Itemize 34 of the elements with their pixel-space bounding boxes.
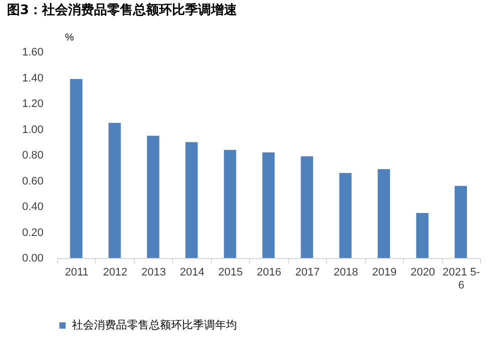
y-axis-title: % xyxy=(65,32,74,44)
bar xyxy=(262,152,275,258)
y-tick-label: 0.20 xyxy=(22,226,44,239)
y-tick-label: 0.00 xyxy=(22,252,44,264)
y-tick-label: 0.40 xyxy=(22,201,44,213)
x-tick-label: 2012 xyxy=(102,266,128,278)
y-tick-label: 0.60 xyxy=(22,175,44,188)
x-tick-label: 2018 xyxy=(334,266,358,278)
bar xyxy=(224,150,236,258)
bar xyxy=(185,142,198,258)
x-tick-label: 2013 xyxy=(141,266,166,278)
x-tick-label: 2014 xyxy=(180,266,204,278)
x-tick-label: 2016 xyxy=(256,266,282,278)
legend-label: 社会消费品零售总额环比季调年均 xyxy=(72,318,237,332)
x-tick-label: 2017 xyxy=(295,266,320,278)
x-tick-label: 2011 xyxy=(64,266,89,278)
bar xyxy=(339,173,352,258)
x-tick-label: 2021 5-6 xyxy=(442,266,480,292)
bar xyxy=(378,169,390,258)
bar xyxy=(108,122,121,258)
chart-title: 图3：社会消费品零售总额环比季调增速 xyxy=(7,2,238,18)
y-tick-label: 1.20 xyxy=(22,98,44,110)
bar xyxy=(70,79,82,258)
bar xyxy=(146,136,160,258)
x-tick-label: 2019 xyxy=(372,266,397,278)
bar xyxy=(454,186,467,258)
y-tick-label: 1.60 xyxy=(22,46,44,58)
x-tick-label: 2020 xyxy=(410,266,436,278)
y-tick-label: 0.80 xyxy=(22,150,44,162)
x-tick-label: 2015 xyxy=(218,266,243,278)
y-tick-label: 1.40 xyxy=(22,72,44,84)
bar xyxy=(416,212,428,258)
bar xyxy=(300,156,314,258)
y-tick-label: 1.00 xyxy=(22,124,44,136)
